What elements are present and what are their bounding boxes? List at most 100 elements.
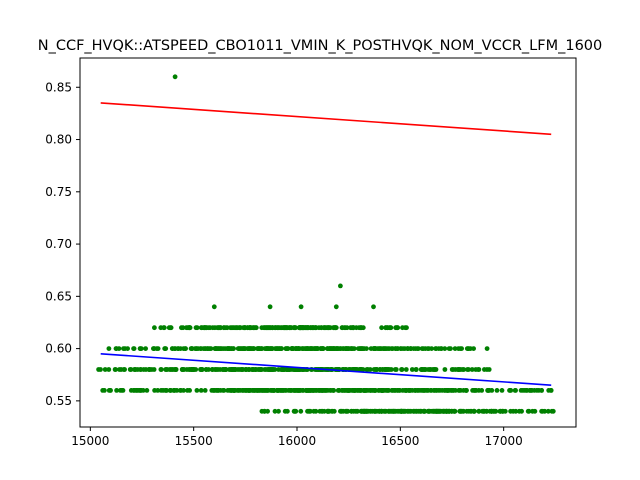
data-point	[144, 388, 150, 393]
data-point	[212, 346, 218, 351]
data-point	[489, 408, 494, 414]
data-point	[344, 346, 349, 351]
data-point	[273, 346, 279, 351]
data-point	[202, 346, 208, 351]
data-point	[539, 388, 544, 393]
data-point	[106, 346, 112, 351]
data-point	[393, 325, 399, 331]
data-point	[285, 346, 290, 351]
data-point	[106, 388, 112, 393]
data-point	[303, 325, 309, 331]
data-point	[137, 346, 143, 351]
data-point	[189, 346, 195, 351]
data-point	[532, 408, 538, 414]
data-point	[306, 388, 311, 393]
data-point	[106, 367, 112, 372]
data-point	[134, 388, 140, 393]
data-point	[507, 388, 512, 393]
data-point	[313, 388, 319, 393]
data-point	[372, 346, 378, 351]
data-point	[296, 325, 302, 331]
data-point	[284, 367, 290, 372]
data-point	[476, 408, 482, 414]
data-point	[313, 408, 319, 414]
data-point	[152, 388, 158, 393]
data-point	[468, 408, 474, 414]
y-tick-label: 0.70	[45, 237, 72, 251]
data-point	[399, 408, 404, 414]
data-point	[270, 388, 276, 393]
data-point	[221, 325, 227, 331]
data-point	[349, 346, 355, 351]
data-point	[386, 388, 391, 393]
upper-trend-line	[100, 102, 552, 136]
data-point	[112, 367, 118, 372]
data-point	[456, 346, 461, 351]
data-point	[422, 388, 427, 393]
data-point	[320, 346, 326, 351]
data-point	[442, 388, 448, 393]
data-point	[326, 408, 331, 414]
data-point	[168, 388, 174, 393]
data-point	[284, 325, 290, 331]
data-point	[493, 408, 499, 414]
data-point	[364, 346, 369, 351]
data-point	[265, 325, 271, 331]
data-point	[207, 346, 213, 351]
data-point	[364, 388, 369, 393]
data-point	[403, 367, 409, 372]
data-point	[102, 367, 108, 372]
data-point	[382, 346, 388, 351]
data-point	[164, 388, 169, 393]
data-point	[309, 388, 315, 393]
data-point	[291, 325, 297, 331]
data-point	[241, 346, 247, 351]
data-point	[550, 408, 556, 414]
data-point	[114, 388, 119, 393]
data-point	[317, 388, 323, 393]
data-point	[525, 408, 531, 414]
data-point	[425, 388, 431, 393]
data-point	[470, 388, 475, 393]
data-point	[332, 325, 338, 331]
data-point	[341, 388, 346, 393]
data-point	[482, 367, 487, 372]
data-point	[294, 346, 299, 351]
data-point	[468, 346, 473, 351]
data-point	[151, 346, 156, 351]
data-point	[548, 388, 554, 393]
data-point	[131, 346, 137, 351]
data-point	[232, 367, 238, 372]
y-tick-label: 0.85	[45, 80, 72, 94]
data-point	[275, 388, 281, 393]
data-point	[231, 346, 236, 351]
x-tick-label: 16000	[278, 434, 316, 448]
data-point	[143, 346, 149, 351]
data-point	[461, 408, 466, 414]
data-point	[292, 388, 298, 393]
data-point	[276, 367, 281, 372]
data-point	[502, 408, 508, 414]
data-point	[386, 408, 392, 414]
data-point	[117, 367, 122, 372]
data-point	[349, 408, 354, 414]
data-point	[236, 388, 242, 393]
data-point	[224, 325, 230, 331]
data-point	[471, 408, 477, 414]
data-point	[194, 325, 200, 331]
data-point	[299, 346, 305, 351]
data-point	[210, 367, 215, 372]
data-point	[96, 367, 101, 372]
data-point	[408, 388, 413, 393]
y-tick-label: 0.60	[45, 342, 72, 356]
data-point	[116, 346, 122, 351]
data-point	[264, 346, 270, 351]
data-point	[513, 388, 518, 393]
outlier-point	[172, 74, 178, 80]
data-point	[220, 367, 226, 372]
chart-title: N_CCF_HVQK::ATSPEED_CBO1011_VMIN_K_POSTH…	[38, 38, 603, 54]
data-point	[434, 388, 439, 393]
x-tick-label: 16500	[381, 434, 419, 448]
